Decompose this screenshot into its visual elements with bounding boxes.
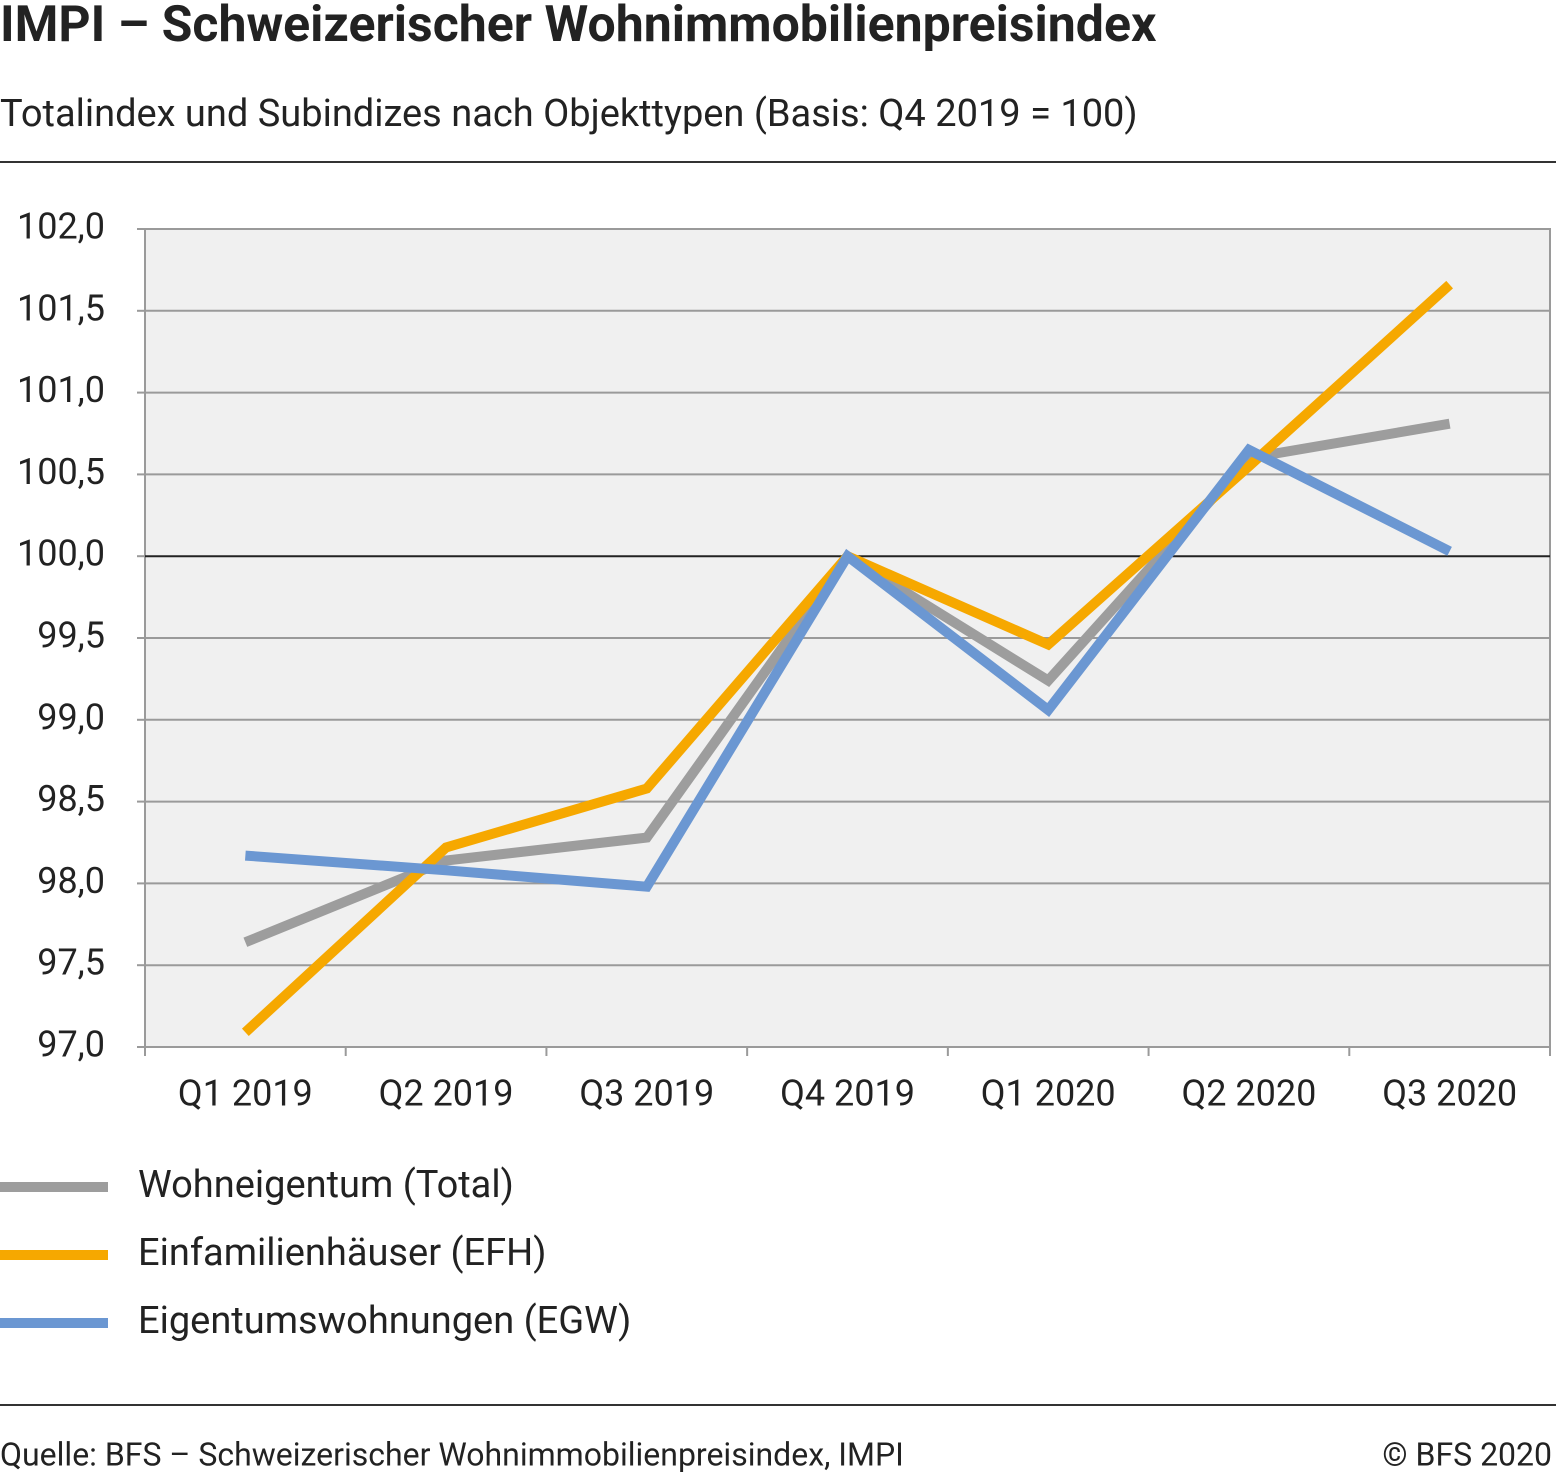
y-tick-label: 97,0	[37, 1024, 105, 1066]
x-tick-label: Q3 2019	[579, 1073, 714, 1115]
y-tick-label: 102,0	[17, 206, 105, 248]
y-tick-label: 99,0	[37, 696, 105, 738]
legend-label: Wohneigentum (Total)	[138, 1163, 514, 1207]
x-tick-label: Q3 2020	[1382, 1073, 1517, 1115]
y-tick-label: 101,5	[17, 287, 105, 329]
y-tick-label: 99,5	[37, 615, 105, 657]
x-tick-label: Q2 2020	[1181, 1073, 1316, 1115]
x-tick-label: Q2 2019	[379, 1073, 514, 1115]
y-tick-label: 101,0	[17, 369, 105, 411]
y-tick-label: 98,5	[37, 778, 105, 820]
source: Quelle: BFS – Schweizerischer Wohnimmobi…	[0, 1435, 904, 1473]
y-tick-label: 100,5	[17, 451, 105, 493]
chart-subtitle: Totalindex und Subindizes nach Objekttyp…	[0, 92, 1138, 136]
y-tick-label: 100,0	[17, 533, 105, 575]
series-line	[244, 443, 1452, 892]
legend-label: Eigentumswohnungen (EGW)	[138, 1299, 631, 1343]
x-tick-label: Q1 2020	[981, 1073, 1116, 1115]
legend-label: Einfamilienhäuser (EFH)	[138, 1231, 546, 1275]
y-tick-label: 98,0	[37, 860, 105, 902]
x-tick-label: Q4 2019	[780, 1073, 915, 1115]
y-tick-label: 97,5	[37, 942, 105, 984]
chart-title: IMPI – Schweizerischer Wohnimmobilienpre…	[0, 0, 1157, 54]
copyright: © BFS 2020	[1382, 1435, 1552, 1473]
x-tick-label: Q1 2019	[178, 1073, 313, 1115]
